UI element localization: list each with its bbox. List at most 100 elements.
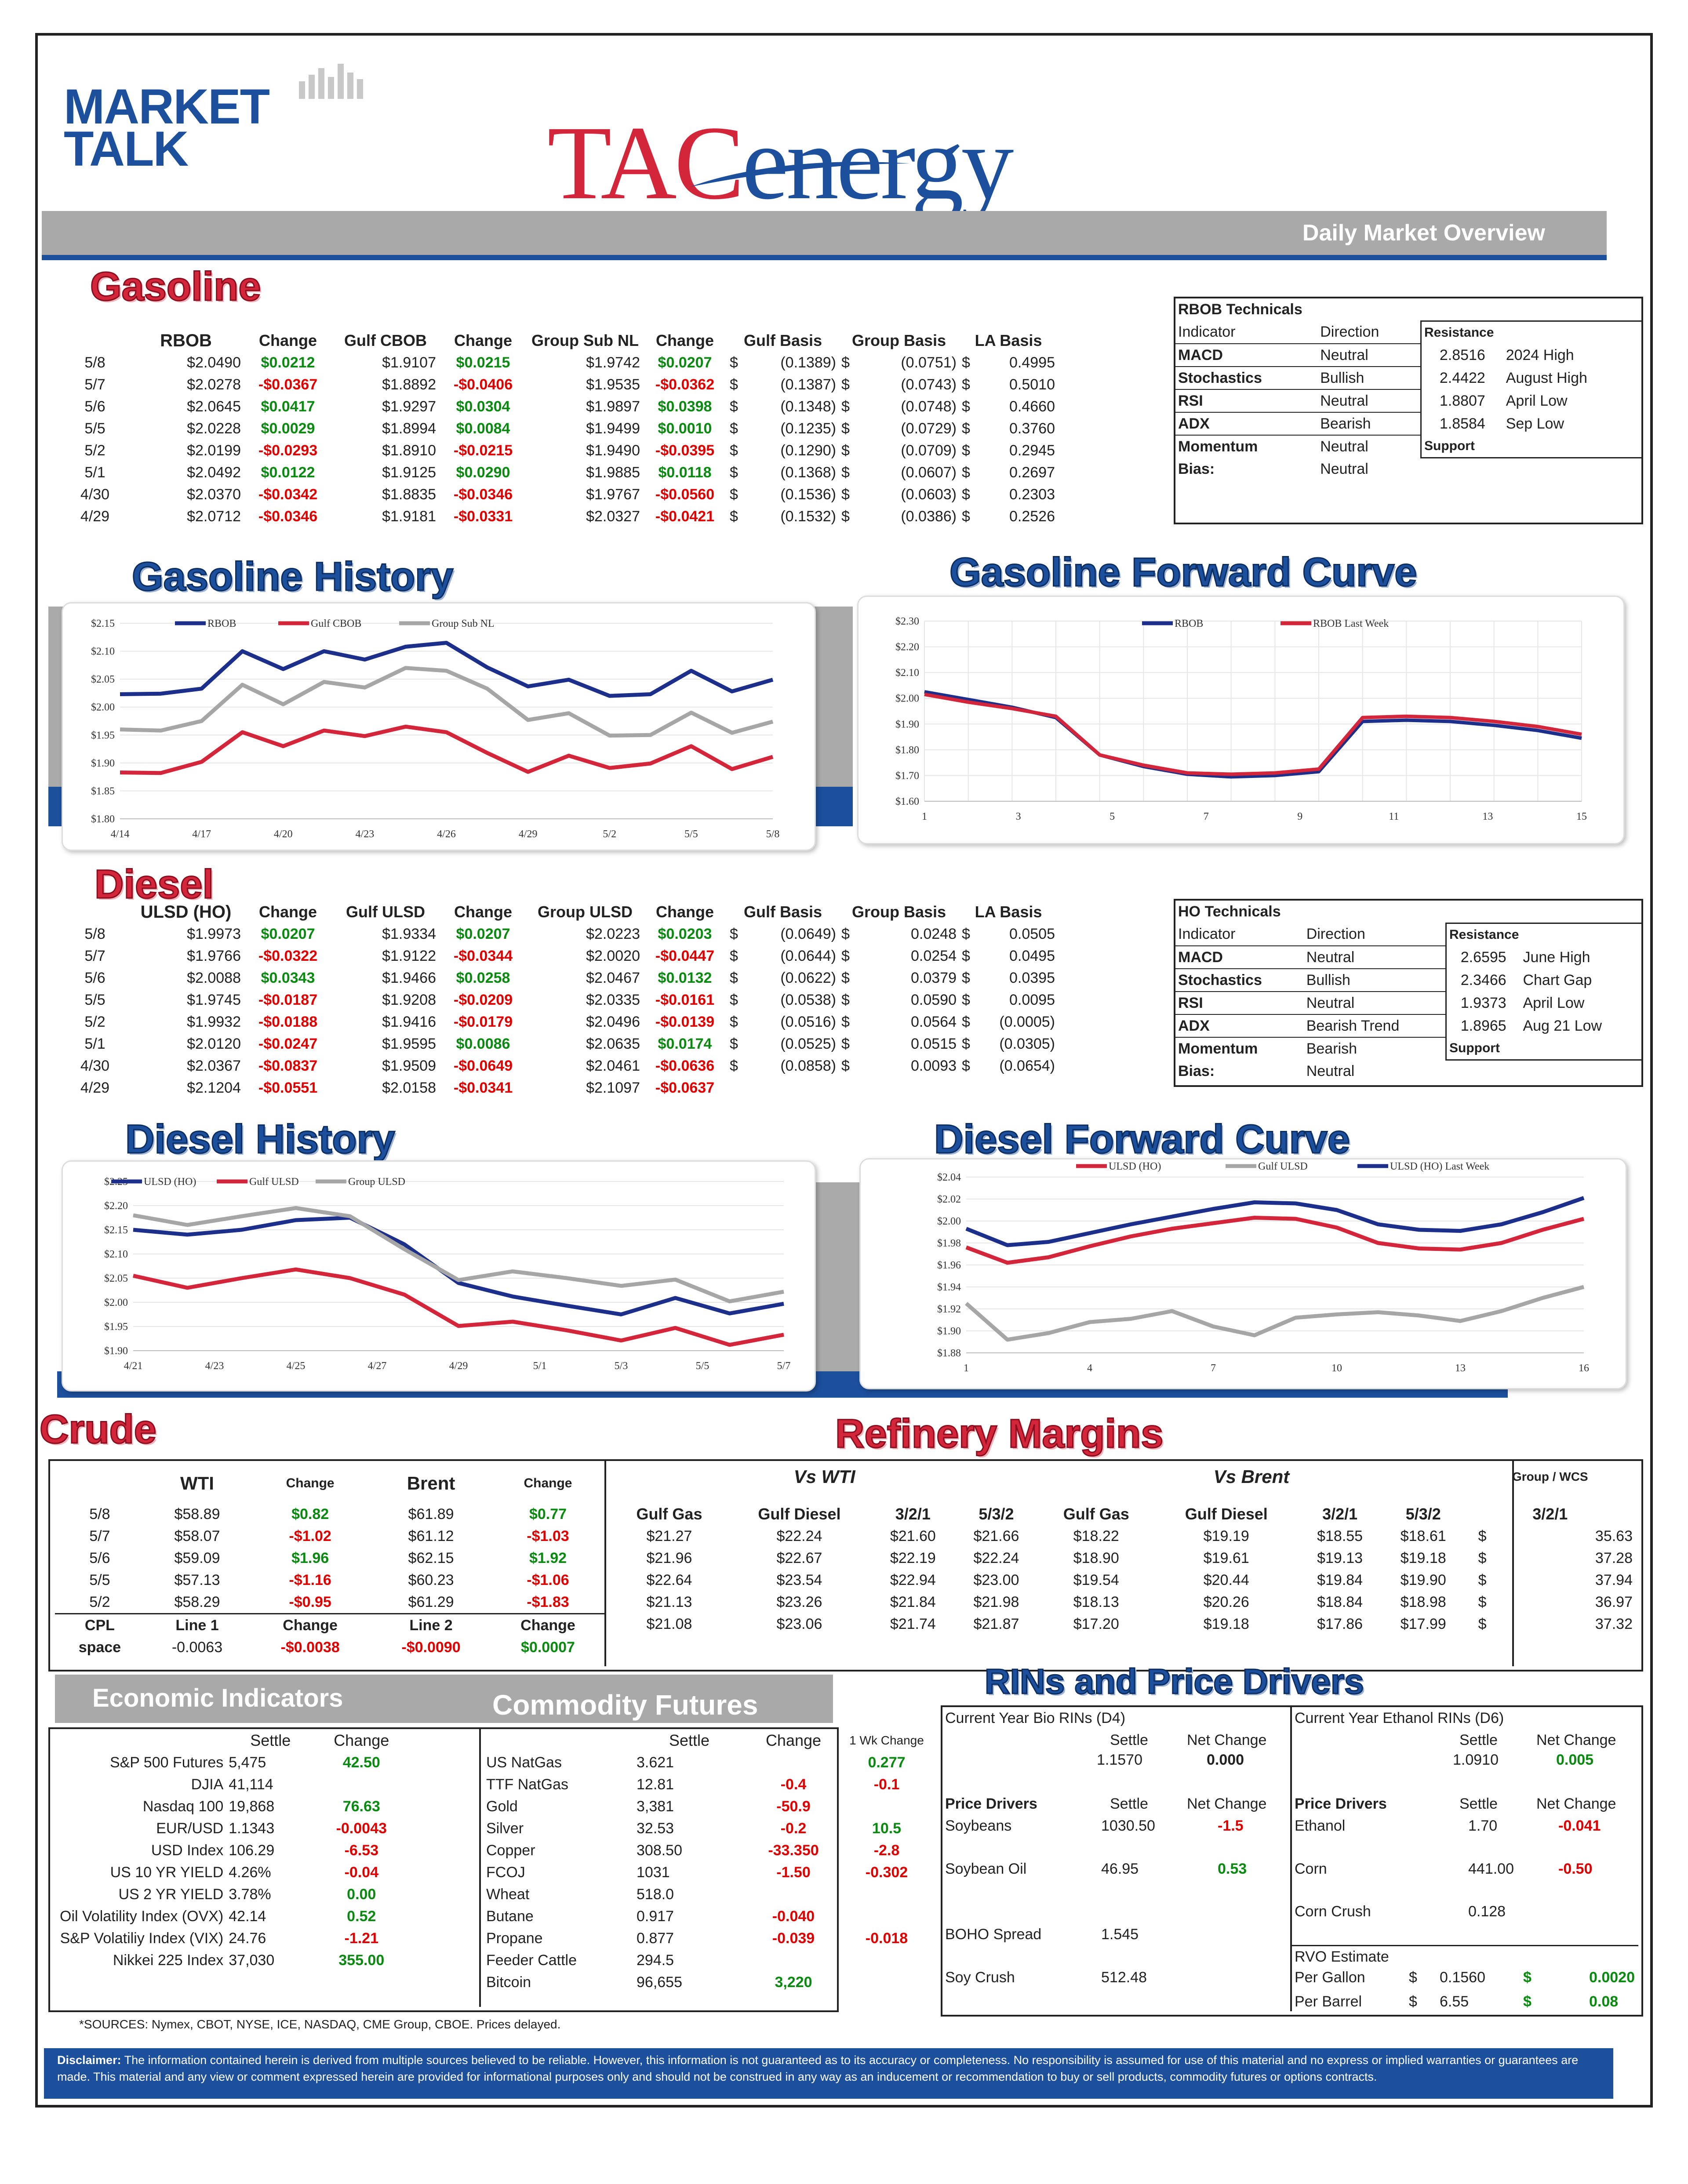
indicator-name: Bias: <box>1178 1062 1215 1079</box>
market-talk-logo: MARKET TALK <box>64 82 270 174</box>
x-tick-label: 15 <box>1576 811 1587 822</box>
legend-label: ULSD (HO) Last Week <box>1390 1161 1489 1172</box>
settle-cell: 3,381 <box>637 1798 674 1815</box>
table-cell: $0.0207 <box>456 925 510 942</box>
x-tick-label: 11 <box>1389 811 1399 822</box>
rvo-dollar: $ <box>1409 1969 1417 1986</box>
rvo-change: 0.0020 <box>1589 1969 1635 1986</box>
gasoline-history-chart: $1.80 $1.85 $1.90 $1.95 $2.00 $2.05 $2.10 $2.15… <box>62 602 816 851</box>
table-cell: $22.24 <box>776 1527 822 1544</box>
gasoline-table: RBOB Change Gulf CBOB Change Group Sub NL Cha… <box>62 330 1058 527</box>
week-change-cell: -0.1 <box>873 1776 900 1793</box>
settle-cell: 32.53 <box>637 1820 674 1837</box>
level-label: April Low <box>1523 994 1585 1011</box>
table-cell: $21.66 <box>973 1527 1019 1544</box>
table-cell <box>959 1077 986 1099</box>
table-cell: $22.24 <box>973 1549 1019 1566</box>
table-cell: $18.98 <box>1400 1593 1446 1610</box>
table-row: Propane 0.877 -0.039 -0.018 <box>484 1927 931 1949</box>
column-header: Change <box>454 331 512 349</box>
x-tick-label: 7 <box>1211 1363 1216 1374</box>
table-cell: $ <box>841 1035 850 1052</box>
table-cell: $2.1097 <box>586 1079 640 1096</box>
table-cell: $0.0086 <box>456 1035 510 1052</box>
table-cell: $2.1204 <box>187 1079 241 1096</box>
table-cell: -$0.0161 <box>655 991 715 1008</box>
table-cell: $1.9742 <box>586 354 640 371</box>
table-cell: (0.0729) <box>901 420 957 437</box>
y-tick-label: $2.10 <box>895 667 919 679</box>
table-row: DJIA 41,114 <box>57 1773 408 1795</box>
table-cell: 35.63 <box>1595 1527 1633 1544</box>
table-cell: $61.89 <box>408 1505 454 1523</box>
change-cell: 355.00 <box>338 1951 385 1969</box>
x-tick-label: 7 <box>1204 811 1209 822</box>
series-line <box>120 666 774 738</box>
table-cell: 0.0379 <box>911 969 957 986</box>
table-cell: (0.0607) <box>901 464 957 481</box>
table-row: Nasdaq 100 19,868 76.63 <box>57 1795 408 1817</box>
level-value: 2.3466 <box>1445 969 1521 992</box>
indicator-name: Bias: <box>1178 460 1215 477</box>
rins-box <box>941 1705 1643 2017</box>
date-cell: 5/5 <box>84 991 106 1008</box>
indicator-name: Momentum <box>1175 435 1318 458</box>
week-change-cell: -2.8 <box>873 1842 900 1859</box>
x-tick-label: 4/26 <box>437 829 456 840</box>
cpl-cell: -$0.0090 <box>401 1639 461 1656</box>
table-cell: -$0.0293 <box>258 442 318 459</box>
table-cell: $1.9499 <box>586 420 640 437</box>
column-header: 3/2/1 <box>1322 1505 1358 1523</box>
column-header: Gulf Basis <box>743 331 822 349</box>
column-header: Change <box>655 331 714 349</box>
table-cell: $ <box>841 508 850 525</box>
table-cell: $19.84 <box>1317 1571 1363 1588</box>
table-cell: $2.0120 <box>187 1035 241 1052</box>
table-cell: $1.9208 <box>382 991 436 1008</box>
legend-label: RBOB <box>1175 618 1203 629</box>
indicator-name: Oil Volatility Index (OVX) <box>60 1908 224 1925</box>
column-header: Gulf CBOB <box>344 331 427 349</box>
driver-name: Ethanol <box>1295 1817 1346 1834</box>
series-line <box>120 641 774 698</box>
table-row: 5/7 $2.0278 -$0.0367 $1.8892 -$0.0406 $1.9535… <box>62 374 1058 396</box>
table-cell: $1.9466 <box>382 969 436 986</box>
tech-row: Momentum Neutral Support <box>1175 435 1641 458</box>
week-change-cell: 0.277 <box>868 1754 906 1771</box>
change-cell: -33.350 <box>768 1842 819 1859</box>
table-cell: $1.9766 <box>187 947 241 964</box>
y-tick-label: $1.70 <box>895 770 919 781</box>
cpl-header: Change <box>250 1613 371 1636</box>
table-cell: $ <box>841 947 850 964</box>
table-cell: $ <box>962 925 970 942</box>
table-cell: $23.26 <box>776 1593 822 1610</box>
settle-cell: 308.50 <box>637 1842 682 1859</box>
logo-swoosh-icon <box>690 162 910 187</box>
table-cell: $ <box>841 376 850 393</box>
legend-label: Gulf ULSD <box>1258 1161 1308 1172</box>
table-cell: 0.3760 <box>1009 420 1055 437</box>
wcs-divider <box>1512 1461 1514 1666</box>
driver-name: Corn Crush <box>1295 1903 1371 1920</box>
table-cell: $20.26 <box>1203 1593 1249 1610</box>
table-cell: (0.0525) <box>780 1035 836 1052</box>
tech-row: ADX Bearish 1.8584 Sep Low <box>1175 412 1641 435</box>
pd-left-settle-header: Settle <box>1110 1795 1148 1812</box>
table-cell: 0.0254 <box>911 947 957 964</box>
table-cell: -$0.0362 <box>655 376 715 393</box>
table-row: $21.08 $23.06 $21.74 $21.87 $17.20 $19.18 $17.… <box>611 1613 1635 1635</box>
date-cell: 5/5 <box>89 1571 110 1588</box>
date-cell: 5/1 <box>84 1035 106 1052</box>
tech-row: Indicator Direction Resistance <box>1175 923 1641 946</box>
resistance-label: Resistance <box>1420 320 1641 344</box>
table-cell: -$0.0344 <box>453 947 513 964</box>
change-cell <box>745 1752 842 1773</box>
y-tick-label: $1.80 <box>895 745 919 756</box>
date-cell: 5/8 <box>89 1505 110 1523</box>
table-cell: $1.9509 <box>382 1057 436 1074</box>
column-header: Change <box>258 903 317 921</box>
crude-table: WTI Change Brent Change 5/8 $58.89 $0.82 $61.89… <box>55 1464 604 1658</box>
level-value: 1.8807 <box>1420 389 1503 412</box>
x-tick-label: 4/21 <box>124 1360 143 1372</box>
table-cell: $60.23 <box>408 1571 454 1588</box>
